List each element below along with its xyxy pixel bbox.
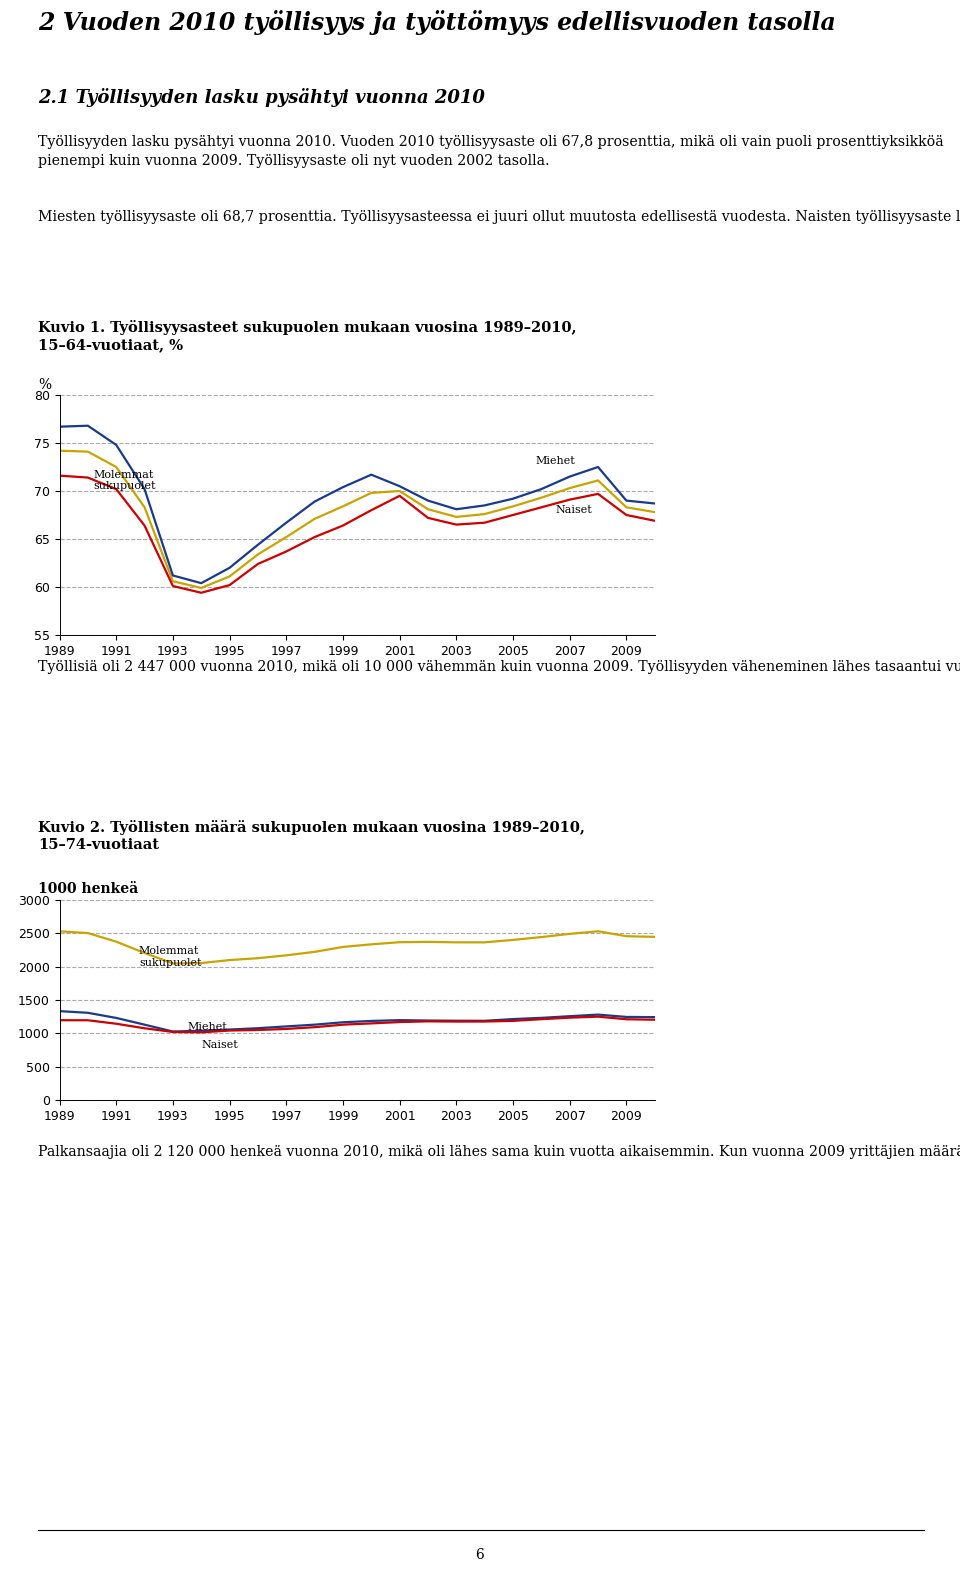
Text: Molemmat
sukupuolet: Molemmat sukupuolet <box>139 946 202 968</box>
Text: 6: 6 <box>475 1548 485 1563</box>
Text: Miehet: Miehet <box>187 1022 227 1031</box>
Text: 2 Vuoden 2010 työllisyys ja työttömyys edellisvuoden tasolla: 2 Vuoden 2010 työllisyys ja työttömyys e… <box>38 9 836 35</box>
Text: Miehet: Miehet <box>536 456 575 465</box>
Text: Palkansaajia oli 2 120 000 henkeä vuonna 2010, mikä oli lähes sama kuin vuotta a: Palkansaajia oli 2 120 000 henkeä vuonna… <box>38 1144 960 1159</box>
Text: Molemmat
sukupuolet: Molemmat sukupuolet <box>93 470 156 492</box>
Text: %: % <box>38 377 52 391</box>
Text: Naiset: Naiset <box>556 505 592 516</box>
Text: 2.1 Työllisyyden lasku pysähtyi vuonna 2010: 2.1 Työllisyyden lasku pysähtyi vuonna 2… <box>38 88 485 107</box>
Text: Naiset: Naiset <box>202 1041 238 1050</box>
Text: Työllisiä oli 2 447 000 vuonna 2010, mikä oli 10 000 vähemmän kuin vuonna 2009. : Työllisiä oli 2 447 000 vuonna 2010, mik… <box>38 660 960 674</box>
Text: Kuvio 2. Työllisten määrä sukupuolen mukaan vuosina 1989–2010,
15–74-vuotiaat: Kuvio 2. Työllisten määrä sukupuolen muk… <box>38 821 586 852</box>
Text: Kuvio 1. Työllisyysasteet sukupuolen mukaan vuosina 1989–2010,
15–64-vuotiaat, %: Kuvio 1. Työllisyysasteet sukupuolen muk… <box>38 321 577 352</box>
Text: 1000 henkeä: 1000 henkeä <box>38 882 138 896</box>
Text: Miesten työllisyysaste oli 68,7 prosenttia. Työllisyysasteessa ei juuri ollut mu: Miesten työllisyysaste oli 68,7 prosentt… <box>38 211 960 225</box>
Text: Työllisyyden lasku pysähtyi vuonna 2010. Vuoden 2010 työllisyysaste oli 67,8 pro: Työllisyyden lasku pysähtyi vuonna 2010.… <box>38 135 944 168</box>
